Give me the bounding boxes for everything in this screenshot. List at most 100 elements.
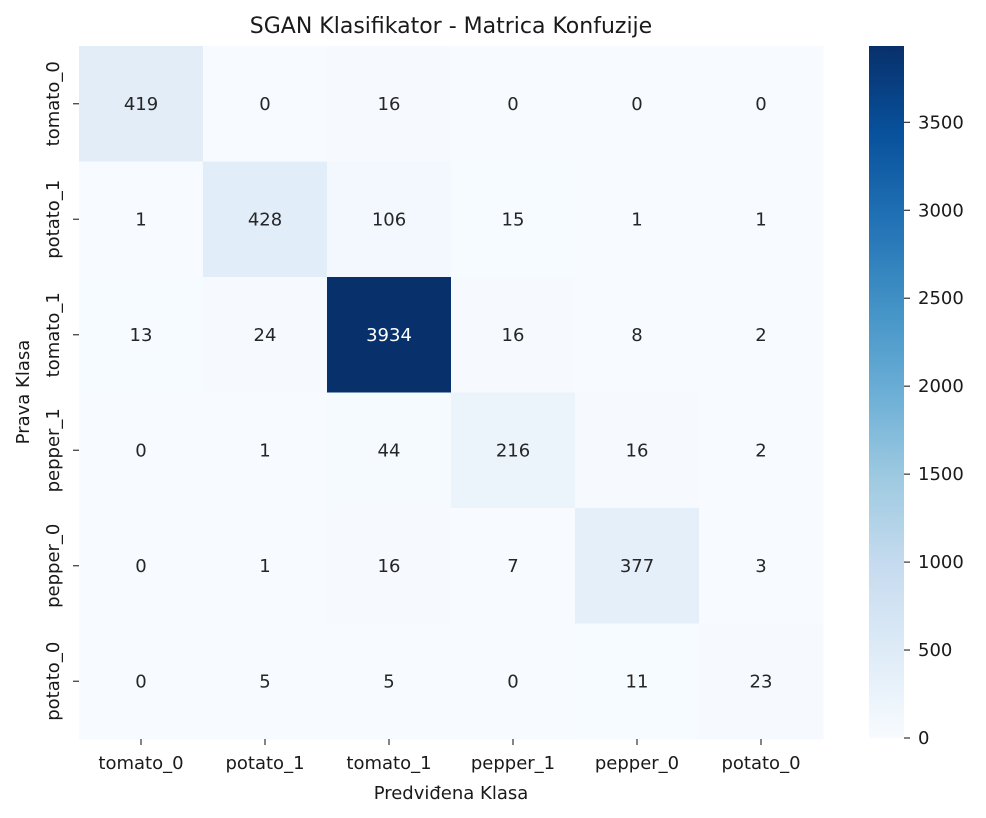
cell-value-label: 419 bbox=[124, 94, 158, 115]
cell-value-label: 16 bbox=[626, 440, 649, 461]
cell-value-label: 1 bbox=[135, 209, 146, 230]
colorbar-tick-label: 1000 bbox=[918, 552, 964, 573]
colorbar-tick-label: 2000 bbox=[918, 376, 964, 397]
heatmap-cell bbox=[79, 508, 204, 624]
heatmap-cell bbox=[203, 161, 328, 278]
y-tick-label: pepper_0 bbox=[43, 524, 64, 608]
y-tick-label: potato_0 bbox=[43, 642, 64, 721]
heatmap-cell bbox=[327, 277, 452, 393]
cell-value-label: 8 bbox=[631, 325, 642, 346]
x-axis-label: Predviđena Klasa bbox=[374, 783, 529, 804]
heatmap-cell bbox=[575, 508, 700, 624]
heatmap-cell bbox=[451, 392, 576, 509]
cell-value-label: 2 bbox=[755, 440, 766, 461]
x-axis-ticks: tomato_0 potato_1 tomato_1 pepper_1 pepper_0… bbox=[98, 739, 801, 774]
heatmap-cell bbox=[699, 508, 824, 624]
colorbar-ticks: 0 500 1000 1500 2000 2500 3000 3500 bbox=[904, 112, 964, 749]
colorbar-tick-label: 500 bbox=[918, 640, 952, 661]
cell-value-label: 0 bbox=[135, 556, 146, 577]
heatmap-cell bbox=[203, 277, 328, 393]
heatmap-cell bbox=[451, 623, 576, 740]
cell-value-label: 428 bbox=[248, 209, 282, 230]
y-axis-ticks: tomato_0 potato_1 tomato_1 pepper_1 pepper_0… bbox=[43, 61, 79, 721]
heatmap-cell bbox=[699, 46, 824, 162]
cell-value-label: 0 bbox=[755, 94, 766, 115]
cell-value-label: 0 bbox=[507, 94, 518, 115]
heatmap-cell bbox=[575, 392, 700, 509]
cell-value-label: 1 bbox=[259, 440, 270, 461]
cell-value-label: 106 bbox=[372, 209, 406, 230]
cell-value-label: 0 bbox=[507, 671, 518, 692]
y-tick-label: pepper_1 bbox=[43, 408, 64, 492]
cell-value-label: 23 bbox=[750, 671, 773, 692]
cell-value-label: 377 bbox=[620, 556, 654, 577]
heatmap-cell bbox=[203, 46, 328, 162]
heatmap-cell bbox=[575, 161, 700, 278]
heatmap-cell bbox=[327, 392, 452, 509]
heatmap-cell bbox=[203, 623, 328, 740]
x-tick-label: tomato_1 bbox=[346, 753, 431, 774]
cell-value-label: 44 bbox=[378, 440, 401, 461]
heatmap-cell bbox=[79, 277, 204, 393]
colorbar-tick-label: 3500 bbox=[918, 112, 964, 133]
chart-title: SGAN Klasifikator - Matrica Konfuzije bbox=[250, 14, 652, 39]
x-tick-label: pepper_1 bbox=[471, 753, 555, 774]
y-axis-label: Prava Klasa bbox=[13, 340, 34, 445]
cell-value-label: 13 bbox=[130, 325, 153, 346]
cell-value-label: 16 bbox=[378, 556, 401, 577]
cell-value-label: 24 bbox=[254, 325, 277, 346]
heatmap-cell bbox=[451, 508, 576, 624]
heatmap-cell bbox=[79, 161, 204, 278]
cell-value-label: 1 bbox=[755, 209, 766, 230]
cell-value-label: 16 bbox=[378, 94, 401, 115]
cell-value-label: 1 bbox=[631, 209, 642, 230]
cell-value-label: 216 bbox=[496, 440, 530, 461]
heatmap-cell bbox=[575, 46, 700, 162]
cell-value-label: 3 bbox=[755, 556, 766, 577]
cell-value-label: 0 bbox=[135, 671, 146, 692]
heatmap-cell bbox=[699, 277, 824, 393]
x-tick-label: tomato_0 bbox=[98, 753, 183, 774]
cell-value-label: 5 bbox=[259, 671, 270, 692]
colorbar-tick-label: 3000 bbox=[918, 200, 964, 221]
heatmap-cell bbox=[699, 623, 824, 740]
heatmap-cell bbox=[203, 508, 328, 624]
cell-value-label: 1 bbox=[259, 556, 270, 577]
colorbar-tick-label: 0 bbox=[918, 728, 929, 749]
heatmap-cell bbox=[699, 161, 824, 278]
cell-value-label: 0 bbox=[631, 94, 642, 115]
heatmap-cell bbox=[79, 623, 204, 740]
colorbar bbox=[869, 46, 904, 738]
heatmap-cell bbox=[575, 623, 700, 740]
heatmap-cell-labels: 419 0 16 0 0 01 428 106 15 1 113 24 3934 16 8 20 1 44 216 1… bbox=[124, 94, 773, 693]
heatmap-cell bbox=[327, 508, 452, 624]
heatmap-cell bbox=[451, 46, 576, 162]
heatmap-cell bbox=[451, 277, 576, 393]
x-tick-label: potato_1 bbox=[225, 753, 304, 774]
x-tick-label: pepper_0 bbox=[595, 753, 679, 774]
cell-value-label: 11 bbox=[626, 671, 649, 692]
y-tick-label: tomato_0 bbox=[43, 61, 64, 146]
heatmap-cell bbox=[699, 392, 824, 509]
heatmap-cell bbox=[327, 623, 452, 740]
cell-value-label: 5 bbox=[383, 671, 394, 692]
cell-value-label: 3934 bbox=[366, 325, 412, 346]
heatmap-cell bbox=[451, 161, 576, 278]
x-tick-label: potato_0 bbox=[721, 753, 800, 774]
colorbar-tick-label: 2500 bbox=[918, 288, 964, 309]
cell-value-label: 16 bbox=[502, 325, 525, 346]
colorbar-tick-label: 1500 bbox=[918, 464, 964, 485]
heatmap-cell bbox=[327, 161, 452, 278]
cell-value-label: 7 bbox=[507, 556, 518, 577]
cell-value-label: 15 bbox=[502, 209, 525, 230]
heatmap-cell bbox=[575, 277, 700, 393]
heatmap-cell bbox=[203, 392, 328, 509]
cell-value-label: 2 bbox=[755, 325, 766, 346]
cell-value-label: 0 bbox=[259, 94, 270, 115]
heatmap-cell bbox=[79, 392, 204, 509]
heatmap-cell bbox=[327, 46, 452, 162]
y-tick-label: potato_1 bbox=[43, 180, 64, 259]
heatmap-cell bbox=[79, 46, 204, 162]
cell-value-label: 0 bbox=[135, 440, 146, 461]
